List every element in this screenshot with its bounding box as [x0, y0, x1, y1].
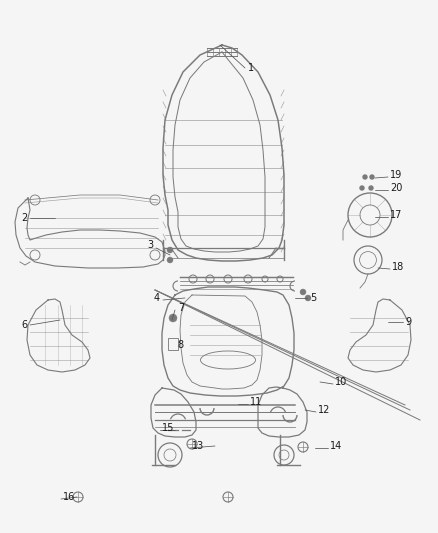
- Circle shape: [305, 295, 311, 301]
- Circle shape: [167, 247, 173, 253]
- Text: 10: 10: [335, 377, 347, 387]
- Text: 4: 4: [154, 293, 160, 303]
- Text: 14: 14: [330, 441, 342, 451]
- Circle shape: [169, 314, 177, 322]
- Circle shape: [370, 175, 374, 179]
- Text: 12: 12: [318, 405, 330, 415]
- Text: 19: 19: [390, 170, 402, 180]
- Text: 5: 5: [310, 293, 316, 303]
- Circle shape: [360, 186, 364, 190]
- Text: 18: 18: [392, 262, 404, 272]
- Circle shape: [167, 257, 173, 263]
- Text: 20: 20: [390, 183, 403, 193]
- Text: 8: 8: [177, 340, 183, 350]
- Text: 6: 6: [21, 320, 27, 330]
- Text: 17: 17: [390, 210, 403, 220]
- Text: 13: 13: [192, 441, 204, 451]
- Text: 2: 2: [21, 213, 27, 223]
- Text: 1: 1: [248, 63, 254, 73]
- Text: 15: 15: [162, 423, 174, 433]
- Text: 3: 3: [147, 240, 153, 250]
- Text: 16: 16: [63, 492, 75, 502]
- Text: 7: 7: [178, 303, 184, 313]
- Circle shape: [363, 175, 367, 179]
- Circle shape: [300, 289, 306, 295]
- Circle shape: [369, 186, 373, 190]
- Bar: [168, 338, 178, 350]
- Text: 11: 11: [250, 397, 262, 407]
- Text: 9: 9: [405, 317, 411, 327]
